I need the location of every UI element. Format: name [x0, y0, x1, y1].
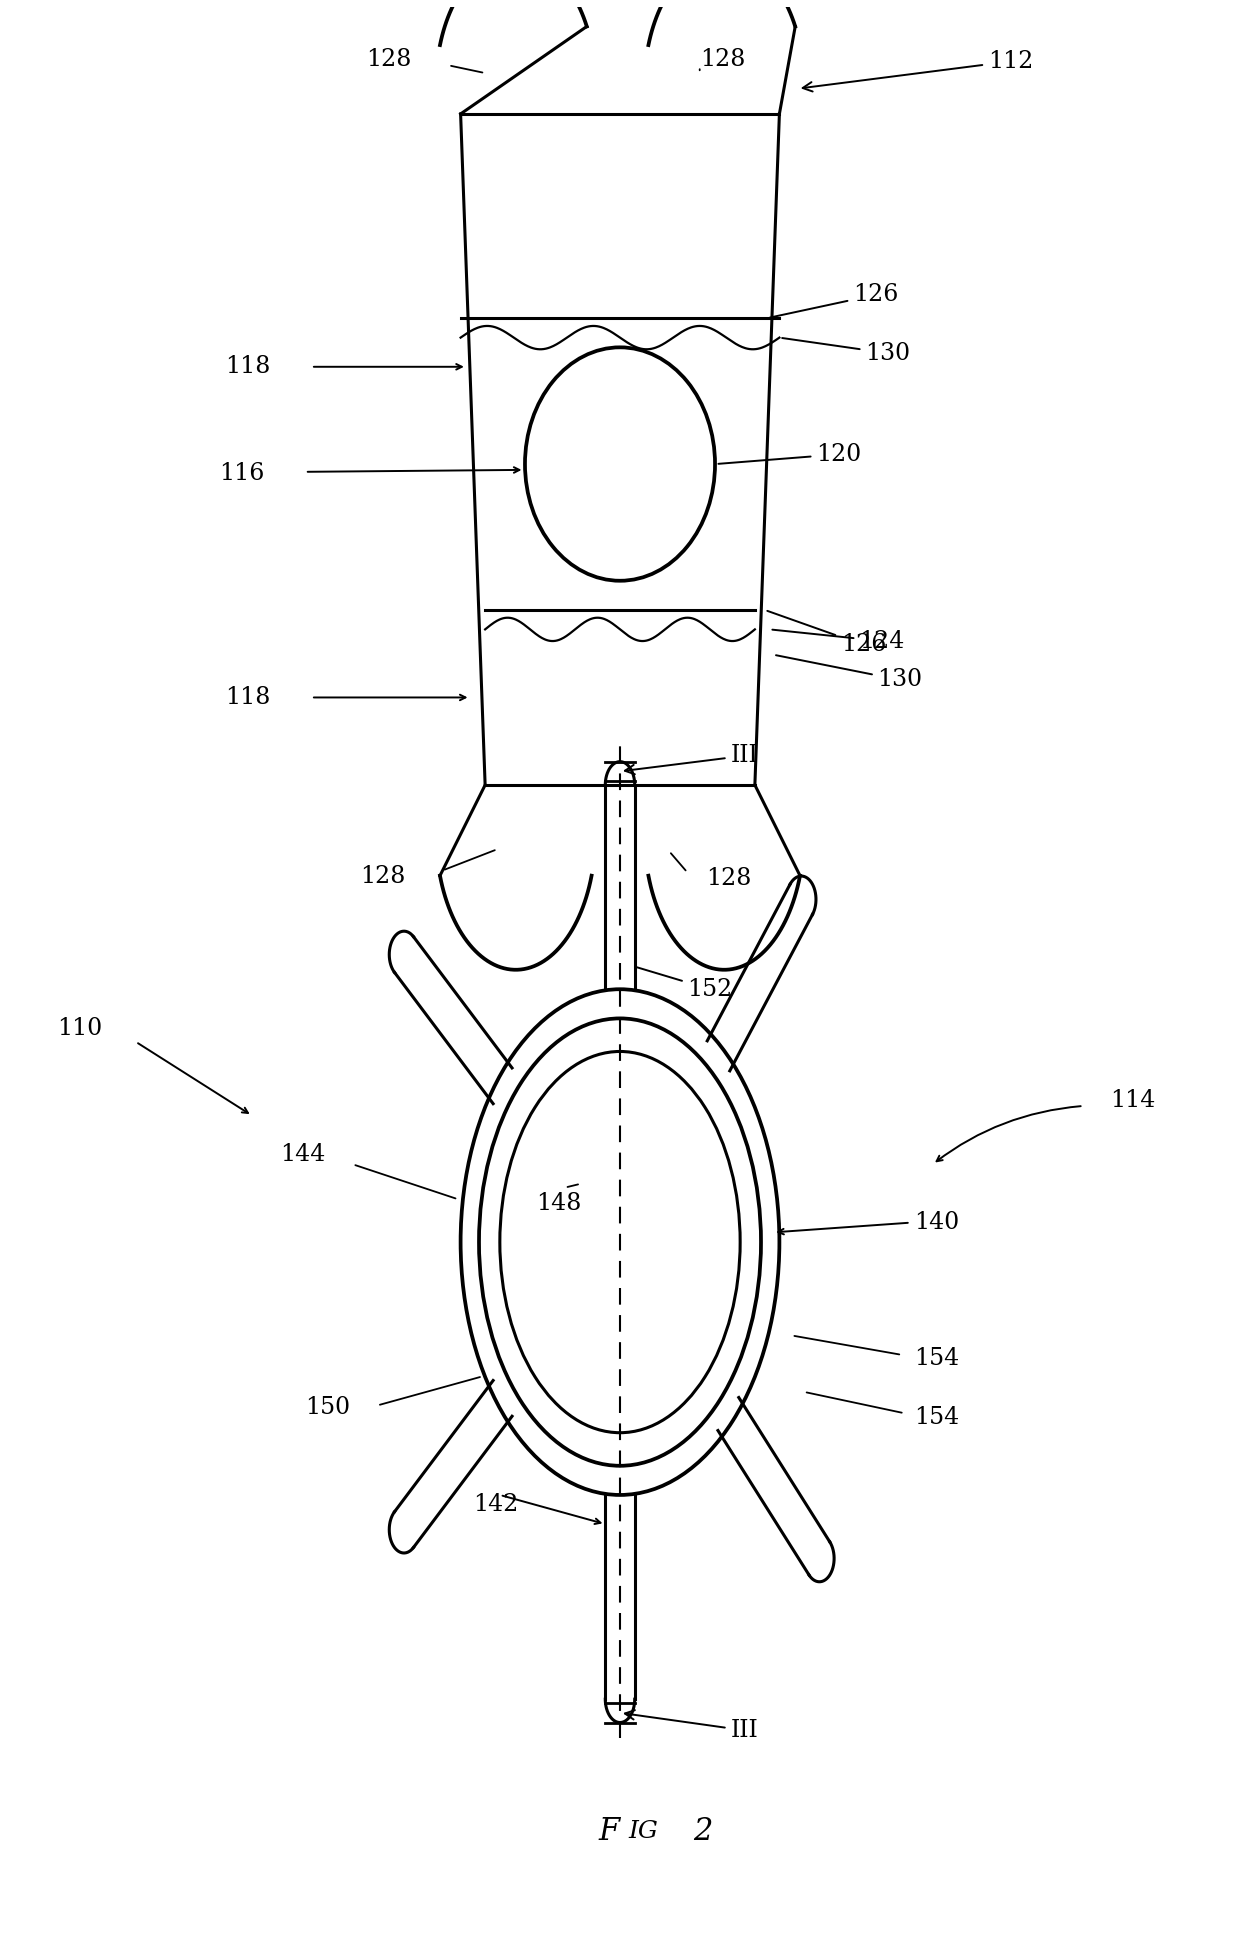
Text: 128: 128 — [360, 866, 405, 887]
Text: 142: 142 — [472, 1493, 518, 1516]
Text: 120: 120 — [718, 443, 862, 466]
Text: 128: 128 — [366, 47, 412, 71]
Text: 128: 128 — [706, 866, 751, 889]
Circle shape — [500, 1052, 740, 1432]
Text: IG: IG — [629, 1820, 658, 1843]
Text: 126: 126 — [770, 284, 898, 317]
Text: 126: 126 — [768, 611, 887, 656]
Text: 144: 144 — [280, 1142, 326, 1166]
Text: 130: 130 — [782, 339, 910, 364]
Text: 118: 118 — [226, 355, 270, 378]
Text: 2: 2 — [693, 1816, 713, 1847]
Text: 118: 118 — [226, 686, 270, 709]
Text: 148: 148 — [536, 1191, 582, 1215]
Text: 150: 150 — [305, 1397, 350, 1418]
Text: 114: 114 — [1111, 1089, 1156, 1111]
Text: 128: 128 — [699, 47, 745, 71]
Text: 130: 130 — [776, 654, 923, 692]
Text: 116: 116 — [219, 462, 264, 486]
Text: 110: 110 — [57, 1017, 103, 1040]
Text: 140: 140 — [914, 1211, 960, 1234]
Text: 154: 154 — [914, 1407, 960, 1428]
Text: 154: 154 — [914, 1348, 960, 1369]
Text: III: III — [625, 1710, 758, 1742]
Text: 124: 124 — [773, 629, 904, 652]
Text: 112: 112 — [802, 49, 1033, 92]
Text: F: F — [599, 1816, 620, 1847]
Text: III: III — [625, 744, 758, 774]
Text: 152: 152 — [635, 966, 733, 1001]
